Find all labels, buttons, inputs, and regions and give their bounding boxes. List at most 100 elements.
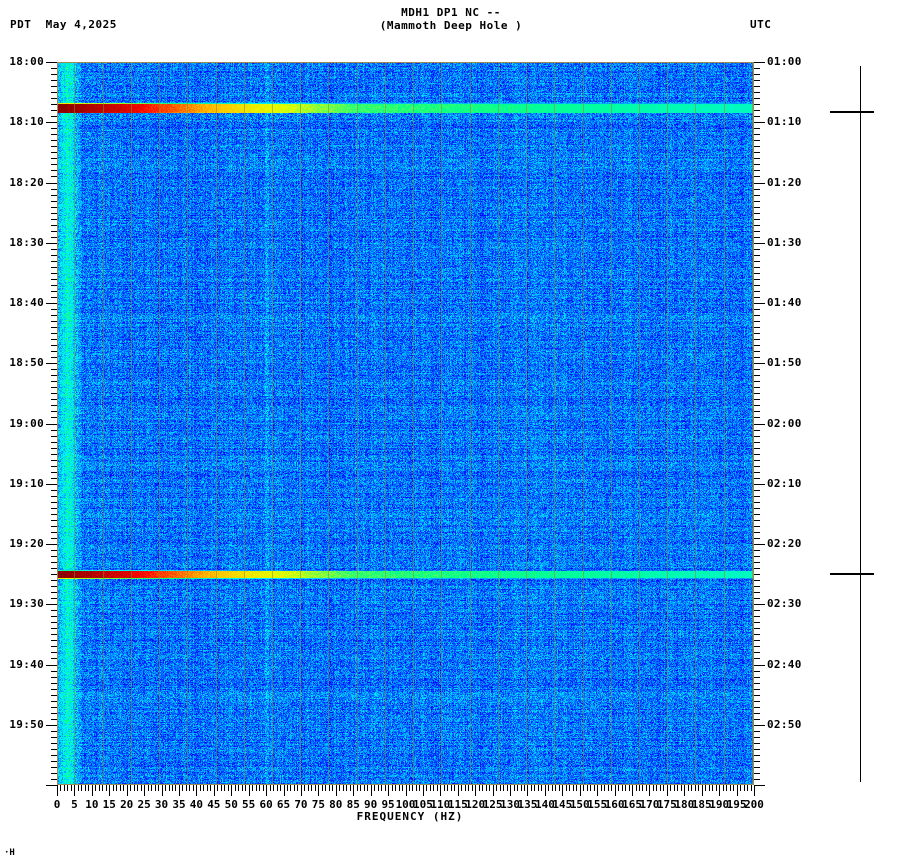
- time-minor-tick: [754, 436, 760, 437]
- freq-minor-tick: [235, 785, 236, 791]
- freq-major-tick: [144, 785, 145, 796]
- time-minor-tick: [754, 640, 760, 641]
- time-minor-tick: [754, 411, 760, 412]
- spectrogram-canvas[interactable]: [57, 62, 754, 785]
- time-minor-tick: [51, 128, 57, 129]
- freq-minor-tick: [102, 785, 103, 791]
- time-minor-tick: [754, 345, 760, 346]
- freq-minor-tick: [660, 785, 661, 791]
- freq-minor-tick: [374, 785, 375, 791]
- freq-tick-label: 165: [622, 798, 642, 811]
- time-tick-label-utc: 02:20: [767, 537, 802, 550]
- freq-minor-tick: [559, 785, 560, 791]
- time-major-tick: [754, 62, 765, 63]
- freq-tick-label: 155: [587, 798, 608, 811]
- time-minor-tick: [754, 743, 760, 744]
- time-minor-tick: [754, 255, 760, 256]
- freq-minor-tick: [712, 785, 713, 791]
- freq-minor-tick: [629, 785, 630, 791]
- time-minor-tick: [754, 731, 760, 732]
- freq-tick-label: 60: [259, 798, 273, 811]
- freq-tick-label: 130: [500, 798, 520, 811]
- freq-minor-tick: [228, 785, 229, 791]
- time-minor-tick: [51, 152, 57, 153]
- freq-major-tick: [458, 785, 459, 796]
- freq-minor-tick: [468, 785, 469, 791]
- time-minor-tick: [754, 592, 760, 593]
- freq-minor-tick: [688, 785, 689, 791]
- freq-tick-label: 75: [311, 798, 325, 811]
- freq-minor-tick: [604, 785, 605, 791]
- time-tick-label-utc: 01:20: [767, 176, 802, 189]
- time-minor-tick: [51, 399, 57, 400]
- time-minor-tick: [51, 237, 57, 238]
- freq-minor-tick: [207, 785, 208, 791]
- freq-minor-tick: [343, 785, 344, 791]
- time-minor-tick: [51, 683, 57, 684]
- freq-major-tick: [719, 785, 720, 796]
- time-minor-tick: [51, 490, 57, 491]
- freq-tick-label: 125: [482, 798, 503, 811]
- freq-minor-tick: [744, 785, 745, 791]
- time-minor-tick: [51, 411, 57, 412]
- freq-major-tick: [231, 785, 232, 796]
- time-minor-tick: [754, 586, 760, 587]
- freq-minor-tick: [433, 785, 434, 791]
- freq-minor-tick: [622, 785, 623, 791]
- time-minor-tick: [51, 393, 57, 394]
- time-tick-label-utc: 01:10: [767, 115, 802, 128]
- time-minor-tick: [51, 291, 57, 292]
- freq-minor-tick: [705, 785, 706, 791]
- time-minor-tick: [754, 80, 760, 81]
- time-minor-tick: [51, 80, 57, 81]
- freq-minor-tick: [71, 785, 72, 791]
- spectrogram-image[interactable]: [57, 62, 754, 785]
- freq-minor-tick: [653, 785, 654, 791]
- station-subtitle: (Mammoth Deep Hole ): [379, 19, 523, 32]
- freq-minor-tick: [332, 785, 333, 791]
- freq-major-tick: [109, 785, 110, 796]
- time-major-tick: [46, 544, 57, 545]
- time-minor-tick: [754, 417, 760, 418]
- freq-minor-tick: [238, 785, 239, 791]
- freq-tick-label: 200: [744, 798, 764, 811]
- time-minor-tick: [754, 213, 760, 214]
- time-tick-label-local: 19:20: [9, 537, 44, 550]
- spectrogram-plot[interactable]: [57, 62, 754, 785]
- freq-minor-tick: [186, 785, 187, 791]
- time-minor-tick: [51, 689, 57, 690]
- time-minor-tick: [754, 237, 760, 238]
- time-minor-tick: [754, 707, 760, 708]
- timezone-date-label: PDT May 4,2025: [10, 18, 117, 31]
- time-minor-tick: [51, 68, 57, 69]
- time-minor-tick: [51, 369, 57, 370]
- time-minor-tick: [51, 496, 57, 497]
- freq-minor-tick: [723, 785, 724, 791]
- freq-tick-label: 40: [189, 798, 204, 811]
- freq-tick-label: 45: [207, 798, 221, 811]
- time-minor-tick: [51, 761, 57, 762]
- time-minor-tick: [754, 574, 760, 575]
- time-minor-tick: [51, 472, 57, 473]
- freq-minor-tick: [733, 785, 734, 791]
- freq-tick-label: 150: [569, 798, 590, 811]
- freq-minor-tick: [479, 785, 480, 791]
- time-minor-tick: [51, 86, 57, 87]
- time-minor-tick: [754, 219, 760, 220]
- freq-major-tick: [667, 785, 668, 796]
- time-minor-tick: [51, 580, 57, 581]
- freq-minor-tick: [141, 785, 142, 791]
- freq-tick-label: 140: [534, 798, 555, 811]
- freq-major-tick: [196, 785, 197, 796]
- time-minor-tick: [51, 225, 57, 226]
- freq-minor-tick: [674, 785, 675, 791]
- time-minor-tick: [51, 351, 57, 352]
- freq-minor-tick: [747, 785, 748, 791]
- time-minor-tick: [51, 273, 57, 274]
- freq-tick-label: 145: [552, 798, 573, 811]
- freq-major-tick: [423, 785, 424, 796]
- freq-minor-tick: [134, 785, 135, 791]
- freq-major-tick: [527, 785, 528, 796]
- freq-minor-tick: [636, 785, 637, 791]
- freq-minor-tick: [691, 785, 692, 791]
